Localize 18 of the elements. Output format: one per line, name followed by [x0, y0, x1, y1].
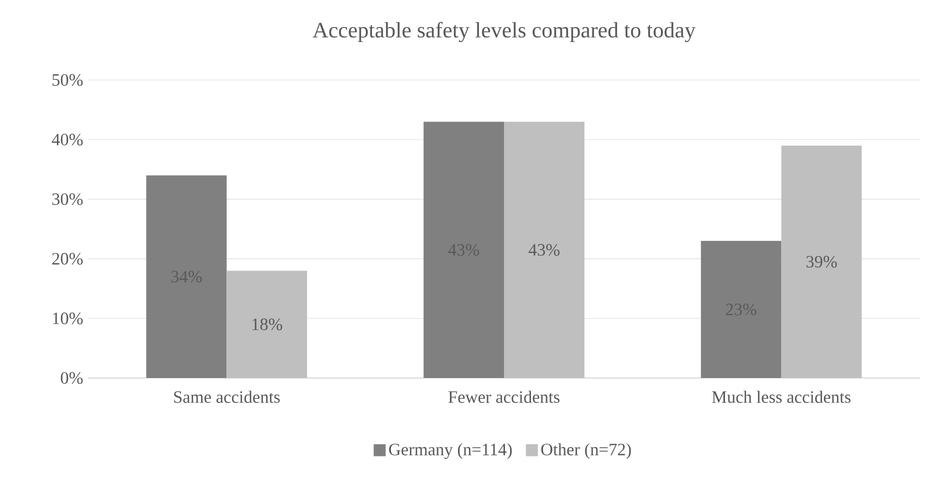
y-tick-label: 0% [60, 372, 83, 384]
bar [700, 240, 782, 378]
y-tick-label: 50% [52, 74, 83, 86]
chart-title: Acceptable safety levels compared to today [312, 22, 696, 42]
y-tick-label: 30% [52, 193, 83, 206]
legend-label: Germany (n=114) [389, 443, 512, 459]
x-tick-label: Much less accidents [712, 390, 851, 403]
data-label: 43% [528, 244, 560, 256]
data-label: 39% [806, 256, 837, 268]
x-tick-label: Same accidents [174, 390, 280, 403]
legend-label: Other (n=72) [541, 443, 631, 459]
bar [424, 122, 504, 378]
y-tick-label: 40% [52, 134, 83, 146]
bar [146, 175, 227, 378]
data-label: 18% [252, 318, 282, 330]
y-tick-label: 10% [53, 312, 83, 324]
y-tick-label: 20% [52, 252, 83, 265]
x-tick-label: Fewer accidents [448, 390, 560, 403]
